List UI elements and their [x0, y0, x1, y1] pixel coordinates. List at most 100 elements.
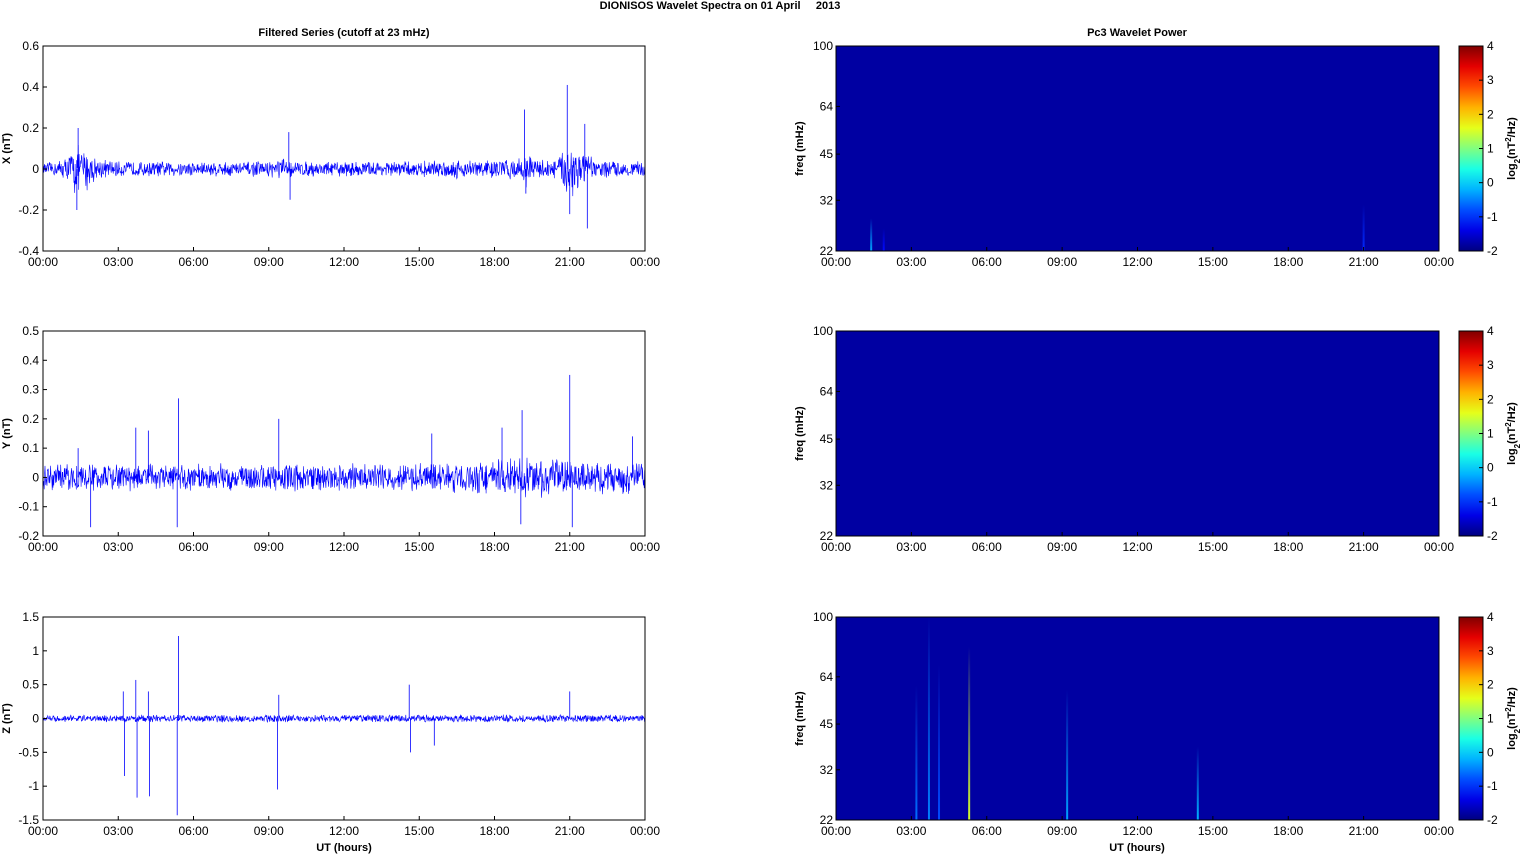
y-series-ytick-label: 0.4: [22, 353, 39, 367]
x-power-xtick-label: 12:00: [1122, 255, 1152, 269]
x-power-colorbar-tick-label: 0: [1487, 176, 1494, 190]
x-power-colorbar-tick-label: -2: [1487, 244, 1498, 258]
z-power-colorbar-tick-label: 3: [1487, 644, 1494, 658]
x-power-xtick-label: 00:00: [1424, 255, 1454, 269]
y-power-colorbar-tick-label: 0: [1487, 461, 1494, 475]
x-power-xtick-label: 15:00: [1198, 255, 1228, 269]
x-series-xtick-label: 00:00: [630, 255, 660, 269]
z-series-ytick-label: -1: [28, 779, 39, 793]
z-power-colorbar-tick-label: -2: [1487, 813, 1498, 827]
x-power-xtick-label: 21:00: [1349, 255, 1379, 269]
z-series-xtick-label: 09:00: [254, 824, 284, 838]
x-series-xtick-label: 09:00: [254, 255, 284, 269]
y-series-xtick-label: 06:00: [178, 540, 208, 554]
x-power-colorbar-tick-label: -1: [1487, 210, 1498, 224]
x-power-ytick-label: 100: [813, 39, 833, 53]
y-series-xtick-label: 00:00: [630, 540, 660, 554]
x-power-ylabel: freq (mHz): [794, 121, 806, 176]
z-series-ytick-label: 0: [32, 712, 39, 726]
z-power-power-streak: [1066, 690, 1069, 820]
x-series-trace: [43, 144, 645, 197]
y-series-ytick-label: -0.1: [18, 500, 39, 514]
z-power-colorbar-tick-label: -1: [1487, 779, 1498, 793]
y-series-ytick-label: 0.1: [22, 441, 39, 455]
z-power-xtick-label: 12:00: [1122, 824, 1152, 838]
y-power-xtick-label: 21:00: [1349, 540, 1379, 554]
y-series-ytick-label: 0.3: [22, 383, 39, 397]
z-series-panel: -1.5 -1 -0.5 0 0.5 1 1.5 00:00 03:00 06:00 09:00 12…: [1, 610, 660, 838]
y-series-xtick-label: 12:00: [329, 540, 359, 554]
x-series-xtick-label: 00:00: [28, 255, 58, 269]
y-power-xtick-label: 03:00: [896, 540, 926, 554]
z-power-xtick-label: 18:00: [1273, 824, 1303, 838]
z-series-xtick-label: 06:00: [178, 824, 208, 838]
z-power-xtick-label: 21:00: [1349, 824, 1379, 838]
y-power-colorbar-tick-label: 2: [1487, 392, 1494, 406]
z-power-power-streak: [938, 664, 941, 820]
z-series-xtick-label: 18:00: [479, 824, 509, 838]
x-series-ytick-label: 0.4: [22, 80, 39, 94]
y-power-ytick-label: 64: [820, 384, 834, 398]
z-series-xtick-label: 21:00: [555, 824, 585, 838]
y-power-power-field: [836, 331, 1439, 536]
y-series-xtick-label: 18:00: [479, 540, 509, 554]
z-power-power-streak: [1196, 746, 1199, 820]
figure-title: DIONISOS Wavelet Spectra on 01 April 201…: [600, 0, 841, 12]
z-series-ytick-label: 1.5: [22, 610, 39, 624]
z-series-trace: [43, 714, 645, 723]
z-series-ytick-label: -1.5: [18, 813, 39, 827]
x-power-xtick-label: 00:00: [821, 255, 851, 269]
y-power-ytick-label: 45: [820, 432, 834, 446]
x-series-xtick-label: 03:00: [103, 255, 133, 269]
x-power-xtick-label: 09:00: [1047, 255, 1077, 269]
x-power-colorbar-tick-label: 1: [1487, 142, 1494, 156]
z-series-xtick-label: 00:00: [630, 824, 660, 838]
x-series-ytick-label: 0: [32, 162, 39, 176]
z-power-xtick-label: 00:00: [821, 824, 851, 838]
z-power-colorbar-tick-label: 0: [1487, 745, 1494, 759]
x-power-colorbar-tick-label: 4: [1487, 39, 1494, 53]
y-power-ytick-label: 22: [820, 529, 834, 543]
y-power-colorbar-tick-label: 3: [1487, 358, 1494, 372]
y-power-colorbar-label: log2(nT2/Hz): [1504, 402, 1522, 465]
left-column-title: Filtered Series (cutoff at 23 mHz): [258, 27, 429, 39]
y-power-xtick-label: 00:00: [1424, 540, 1454, 554]
y-power-colorbar-tick-label: 4: [1487, 324, 1494, 338]
z-power-xtick-label: 00:00: [1424, 824, 1454, 838]
z-power-power-streak: [968, 646, 971, 820]
z-series-xtick-label: 03:00: [103, 824, 133, 838]
z-series-ytick-label: 1: [32, 644, 39, 658]
z-power-ytick-label: 45: [820, 717, 834, 731]
y-series-panel: -0.2 -0.1 0 0.1 0.2 0.3 0.4 0.5 00:00 03:00 06:00 0…: [1, 324, 660, 554]
z-series-ytick-label: 0.5: [22, 678, 39, 692]
x-series-plot-area: [43, 46, 645, 251]
x-power-xtick-label: 03:00: [896, 255, 926, 269]
y-series-xtick-label: 15:00: [404, 540, 434, 554]
x-series-ytick-label: -0.2: [18, 203, 39, 217]
y-series-ytick-label: 0: [32, 470, 39, 484]
z-power-power-streak: [915, 685, 918, 820]
x-power-colorbar-tick-label: 2: [1487, 107, 1494, 121]
x-series-xtick-label: 21:00: [555, 255, 585, 269]
left-x-axis-label: UT (hours): [316, 842, 372, 854]
y-series-ytick-label: -0.2: [18, 529, 39, 543]
z-power-ytick-label: 100: [813, 610, 833, 624]
x-power-ytick-label: 64: [820, 99, 834, 113]
y-power-ytick-label: 100: [813, 324, 833, 338]
y-series-ytick-label: 0.2: [22, 412, 39, 426]
x-series-ylabel: X (nT): [1, 133, 13, 164]
x-series-panel: -0.4 -0.2 0 0.2 0.4 0.6 00:00 03:00 06:00 09:00 12…: [1, 39, 660, 269]
x-power-power-field: [836, 46, 1439, 251]
z-power-xtick-label: 06:00: [972, 824, 1002, 838]
z-power-ylabel: freq (mHz): [794, 691, 806, 746]
x-power-colorbar-label: log2(nT2/Hz): [1504, 117, 1522, 180]
z-power-ytick-label: 64: [820, 670, 834, 684]
y-power-colorbar-tick-label: -1: [1487, 495, 1498, 509]
y-series-ytick-label: 0.5: [22, 324, 39, 338]
z-series-xtick-label: 15:00: [404, 824, 434, 838]
z-power-colorbar-tick-label: 2: [1487, 678, 1494, 692]
z-power-xtick-label: 03:00: [896, 824, 926, 838]
y-power-colorbar-tick-label: 1: [1487, 427, 1494, 441]
z-series-xtick-label: 12:00: [329, 824, 359, 838]
z-series-ytick-label: -0.5: [18, 745, 39, 759]
